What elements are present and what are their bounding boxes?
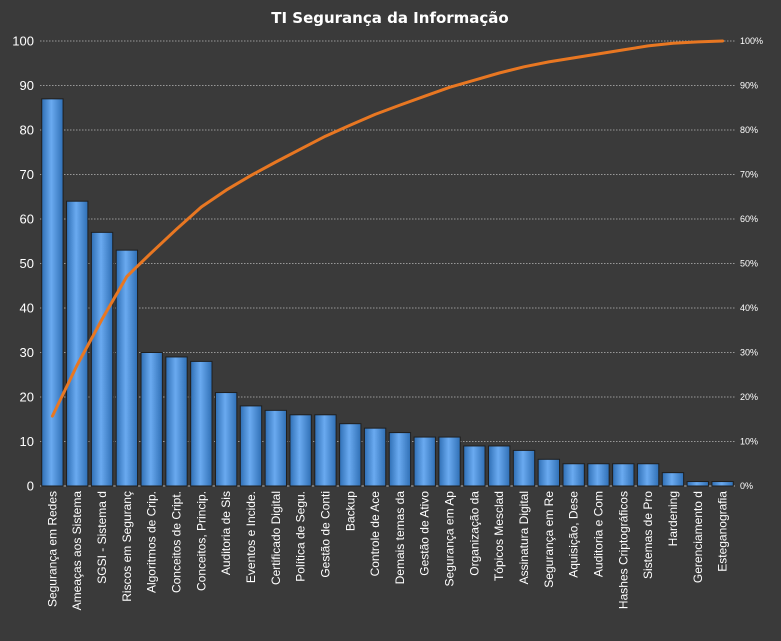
category-axis: Segurança em Redes Ameaças aos Sistema SGS… <box>45 491 729 611</box>
y2-tick-label: 30% <box>740 348 758 358</box>
y-tick-label: 80 <box>20 123 34 138</box>
bar <box>214 392 238 487</box>
x-tick-label: Auditoria e Com <box>592 491 606 577</box>
x-tick-label: Conceitos, Princip. <box>194 491 208 591</box>
bar <box>190 360 213 487</box>
y-tick-label: 30 <box>20 345 34 360</box>
x-tick-label: Segurança em Redes <box>45 491 59 607</box>
x-tick-label: Esteganografia <box>716 491 730 572</box>
y-tick-label: 90 <box>20 78 34 93</box>
bar <box>264 409 287 487</box>
y2-tick-label: 90% <box>740 81 758 91</box>
y2-tick-label: 70% <box>740 170 758 180</box>
bar-series <box>41 98 734 487</box>
y2-tick-label: 20% <box>740 392 758 402</box>
bar <box>537 458 561 487</box>
bar <box>289 414 312 487</box>
bar <box>165 356 188 487</box>
bar <box>140 352 163 487</box>
x-tick-label: Gerenciamento d <box>691 491 705 583</box>
y-tick-label: 20 <box>20 390 34 405</box>
bar <box>512 449 536 487</box>
x-tick-label: Tópicos Mesclad <box>492 491 506 581</box>
x-tick-label: Auditoria de Sis <box>219 491 233 575</box>
y2-tick-label: 80% <box>740 125 758 135</box>
bar <box>438 436 461 487</box>
x-tick-label: Eventos e Incide. <box>244 491 258 583</box>
x-tick-label: Riscos em Seguranç <box>120 491 134 602</box>
bar <box>711 481 734 487</box>
x-tick-label: Demais temas da <box>393 491 407 585</box>
x-tick-label: Gestão de Conti <box>318 491 332 578</box>
bar <box>562 463 585 487</box>
bar <box>587 463 610 487</box>
bar <box>661 472 685 487</box>
y-tick-label: 10 <box>20 434 34 449</box>
y2-tick-label: 40% <box>740 303 758 313</box>
cumulative-line <box>50 39 725 418</box>
x-tick-label: Segurança em Ap <box>443 491 457 587</box>
bar <box>363 427 387 487</box>
x-tick-label: Sistemas de Pro <box>641 491 655 579</box>
bar <box>488 445 511 487</box>
bar <box>388 432 412 487</box>
x-tick-label: Organização da <box>467 491 481 576</box>
bar <box>686 481 709 487</box>
bar <box>463 445 486 487</box>
bar <box>66 200 89 487</box>
bar <box>636 463 660 487</box>
bar <box>612 463 635 487</box>
y-tick-label: 100 <box>12 34 34 49</box>
right-axis: 0% 10% 20% 30% 40% 50% 60% 70% 80% 90% 100% <box>740 36 763 491</box>
y2-tick-label: 10% <box>740 437 758 447</box>
x-tick-label: Segurança em Re <box>542 491 556 588</box>
y-tick-label: 40 <box>20 301 34 316</box>
x-tick-label: Hardening <box>666 491 680 546</box>
bar <box>314 414 337 487</box>
bar <box>413 436 436 487</box>
left-axis: 0 10 20 30 40 50 60 70 80 90 100 <box>12 34 34 494</box>
y-tick-label: 50 <box>20 256 34 271</box>
bar <box>339 423 362 487</box>
x-tick-label: Backup <box>343 491 357 531</box>
cumulative-line-series <box>50 39 725 418</box>
y2-tick-label: 50% <box>740 259 758 269</box>
y-tick-label: 60 <box>20 212 34 227</box>
chart-title: TI Segurança da Informação <box>271 9 509 27</box>
bar <box>41 98 64 487</box>
y2-tick-label: 60% <box>740 214 758 224</box>
y2-tick-label: 0% <box>740 481 753 491</box>
y-tick-label: 70 <box>20 167 34 182</box>
x-tick-label: Controle de Ace <box>368 491 382 577</box>
x-tick-label: Aquisição, Dese <box>567 491 581 578</box>
y-tick-label: 0 <box>27 479 34 494</box>
bar <box>239 405 263 487</box>
x-tick-label: Conceitos de Cript. <box>170 491 184 593</box>
x-tick-label: Ameaças aos Sistema <box>70 491 84 611</box>
x-tick-label: Algoritmos de Crip. <box>145 491 159 593</box>
x-tick-label: Política de Segu. <box>294 491 308 582</box>
x-tick-label: Certificado Digital <box>269 491 283 585</box>
bar <box>115 249 139 487</box>
x-tick-label: Hashes Criptográficos <box>616 491 630 609</box>
x-tick-label: Gestão de Ativo <box>418 491 432 576</box>
bar <box>90 231 114 487</box>
x-tick-label: Assinatura Digital <box>517 491 531 584</box>
x-tick-label: SGSI - Sistema d <box>95 491 109 584</box>
y2-tick-label: 100% <box>740 36 763 46</box>
